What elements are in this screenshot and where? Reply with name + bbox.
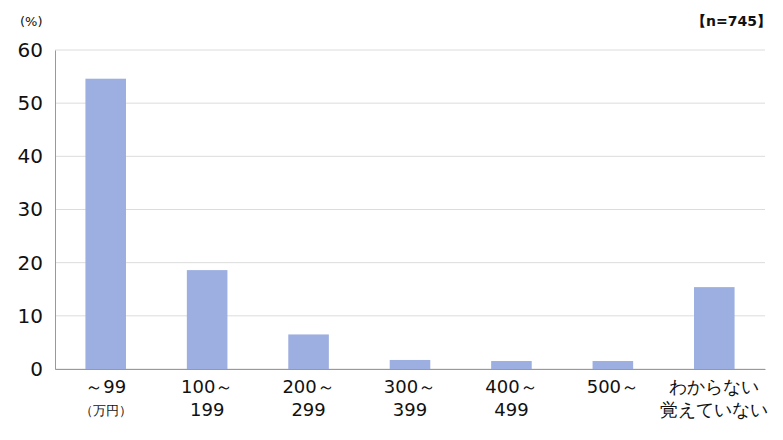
bar — [694, 287, 735, 369]
grid-line — [55, 50, 765, 51]
y-axis-title: (%) — [20, 14, 43, 29]
y-axis: 0 10 20 30 40 50 60 — [18, 38, 56, 381]
x-tick-label: わからない覚えていない — [660, 376, 768, 420]
grid-line — [55, 315, 765, 316]
x-tick-label: ～99 — [85, 376, 126, 397]
x-tick-label: 300～399 — [384, 376, 436, 420]
y-axis-line — [55, 51, 56, 370]
grid-line — [55, 209, 765, 210]
x-axis-line — [56, 369, 766, 370]
bar — [390, 360, 431, 369]
annotation: 【n=745】 — [692, 13, 771, 29]
grid-line — [55, 262, 765, 263]
x-tick-label: 500～ — [587, 376, 639, 397]
x-tick: ～99 — [85, 369, 126, 397]
y-tick: 40 — [18, 144, 55, 168]
y-tick: 0 — [30, 357, 55, 381]
x-tick: 400～499 — [485, 369, 537, 420]
y-tick: 50 — [18, 91, 55, 115]
bar — [593, 361, 634, 369]
chart: 0 10 20 30 40 50 60 ～99 100～199 200～299 300～399 400… — [0, 0, 783, 440]
x-tick-label: 200～299 — [282, 376, 334, 420]
bar — [85, 79, 126, 369]
grid-line — [55, 156, 765, 157]
x-tick: わからない覚えていない — [660, 369, 768, 420]
y-tick-label: 50 — [18, 91, 43, 115]
x-tick: 100～199 — [181, 369, 233, 420]
x-tick-label: 100～199 — [181, 376, 233, 420]
grid-line — [55, 103, 765, 104]
grid — [55, 50, 765, 369]
bar — [187, 270, 228, 369]
y-tick: 10 — [18, 304, 55, 328]
x-axis: ～99 100～199 200～299 300～399 400～499 500～ わからない… — [56, 369, 769, 420]
bars — [85, 79, 734, 369]
x-tick: 200～299 — [282, 369, 334, 420]
y-tick-label: 10 — [18, 304, 43, 328]
y-tick: 60 — [18, 38, 55, 62]
y-tick: 20 — [18, 251, 55, 275]
y-tick-label: 40 — [18, 144, 43, 168]
y-tick-label: 30 — [18, 197, 43, 221]
x-axis-unit: （万円） — [80, 403, 132, 418]
bar — [288, 334, 329, 369]
y-tick-label: 0 — [30, 357, 43, 381]
x-tick-label: 400～499 — [485, 376, 537, 420]
x-tick: 300～399 — [384, 369, 436, 420]
y-tick-label: 60 — [18, 38, 43, 62]
y-tick-label: 20 — [18, 251, 43, 275]
bar — [491, 361, 532, 369]
y-tick: 30 — [18, 197, 55, 221]
plot: 0 10 20 30 40 50 60 ～99 100～199 200～299 300～399 400… — [18, 38, 769, 420]
x-tick: 500～ — [587, 369, 639, 397]
